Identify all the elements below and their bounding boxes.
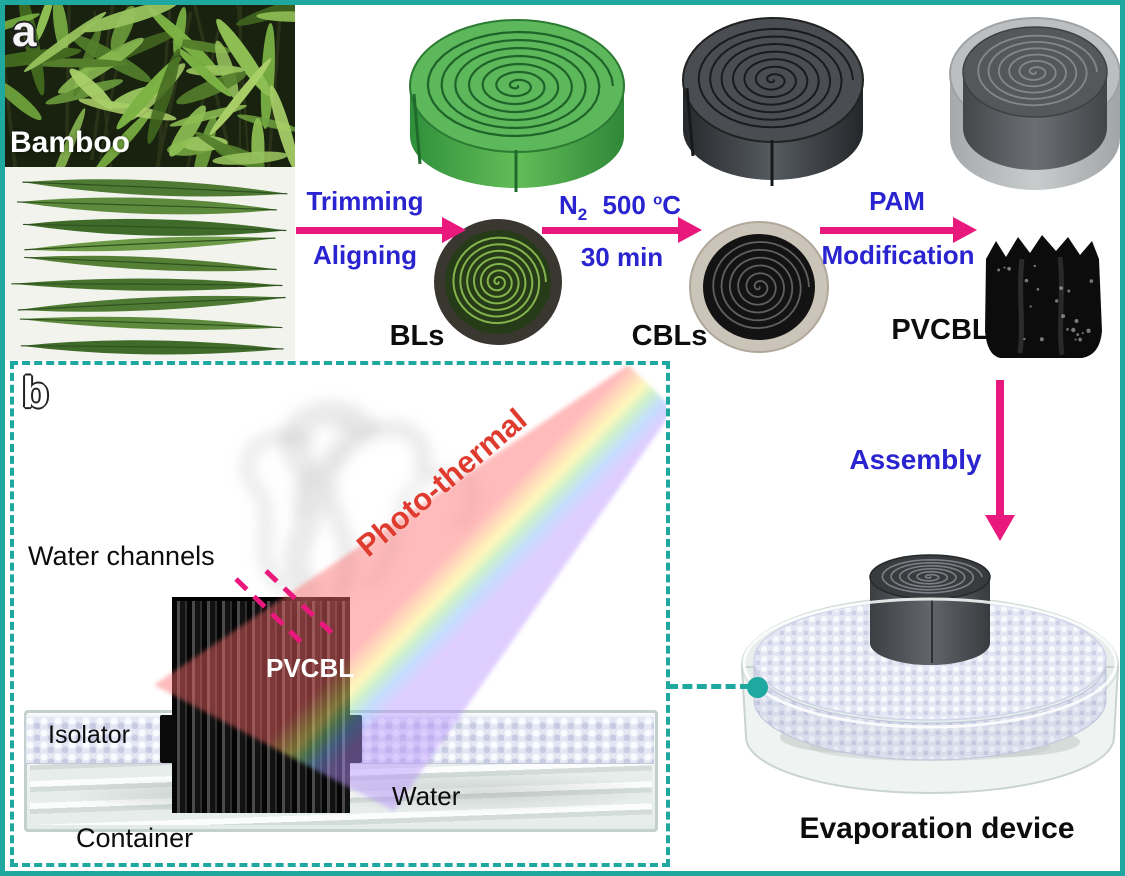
pvcbl-sample-photo bbox=[985, 235, 1102, 358]
panel-b-letter: b bbox=[22, 368, 49, 417]
step1-bottom-label: Aligning bbox=[313, 240, 417, 270]
device-caption: Evaporation device bbox=[799, 812, 1075, 845]
step1-top-label: Trimming bbox=[306, 186, 424, 216]
temperature-value: 500 bbox=[602, 190, 646, 220]
block-clamp-right bbox=[346, 715, 362, 763]
bamboo-caption: Bamboo bbox=[10, 126, 130, 159]
step3-arrow bbox=[820, 217, 977, 243]
bls-label: BLs bbox=[389, 320, 445, 352]
bamboo-leaves-photo bbox=[5, 167, 295, 360]
carbonized-roll-render bbox=[682, 17, 864, 186]
cbls-dish-photo bbox=[689, 221, 829, 353]
bls-dish-photo bbox=[434, 219, 562, 345]
cbls-label: CBLs bbox=[631, 320, 708, 352]
panel-b-box: b Water channels Photo-thermal PVCBL Iso… bbox=[10, 361, 670, 867]
step1-arrow bbox=[296, 217, 466, 243]
gas-symbol: N bbox=[558, 190, 578, 220]
evaporation-device-render bbox=[740, 554, 1120, 794]
isolator-foam-left bbox=[26, 715, 174, 764]
step3-bottom-label: Modification bbox=[821, 240, 975, 270]
isolator-label: Isolator bbox=[48, 721, 130, 749]
pvcbl-label: PVCBL bbox=[891, 314, 990, 346]
green-roll-render bbox=[409, 19, 625, 192]
pam-coated-roll-render bbox=[949, 17, 1121, 190]
pvcbl-block-label: PVCBL bbox=[266, 653, 355, 683]
step2-bottom-label: 30 min bbox=[580, 242, 664, 272]
step3-top-label: PAM bbox=[869, 186, 925, 216]
water-channels-label: Water channels bbox=[28, 541, 215, 571]
assembly-arrow bbox=[985, 380, 1015, 541]
step2-arrow bbox=[542, 217, 702, 243]
assembly-label: Assembly bbox=[849, 444, 982, 475]
connector-dot bbox=[747, 677, 768, 698]
isolator-foam-right bbox=[350, 715, 654, 764]
panel-a-letter: a bbox=[12, 7, 37, 56]
photo-thermal-label: Photo-thermal bbox=[349, 401, 534, 564]
bamboo-photo bbox=[5, 5, 295, 167]
step2-top-label: N2 500 oC bbox=[532, 190, 708, 225]
water-label: Water bbox=[392, 781, 461, 811]
degree-superscript: o bbox=[653, 191, 663, 209]
gas-subscript: 2 bbox=[577, 205, 588, 225]
connector-dashed-line bbox=[668, 684, 750, 689]
degree-unit: C bbox=[662, 190, 682, 220]
block-clamp-left bbox=[160, 715, 176, 763]
container-label: Container bbox=[76, 823, 194, 853]
pvcbl-block-graphic bbox=[172, 597, 350, 813]
